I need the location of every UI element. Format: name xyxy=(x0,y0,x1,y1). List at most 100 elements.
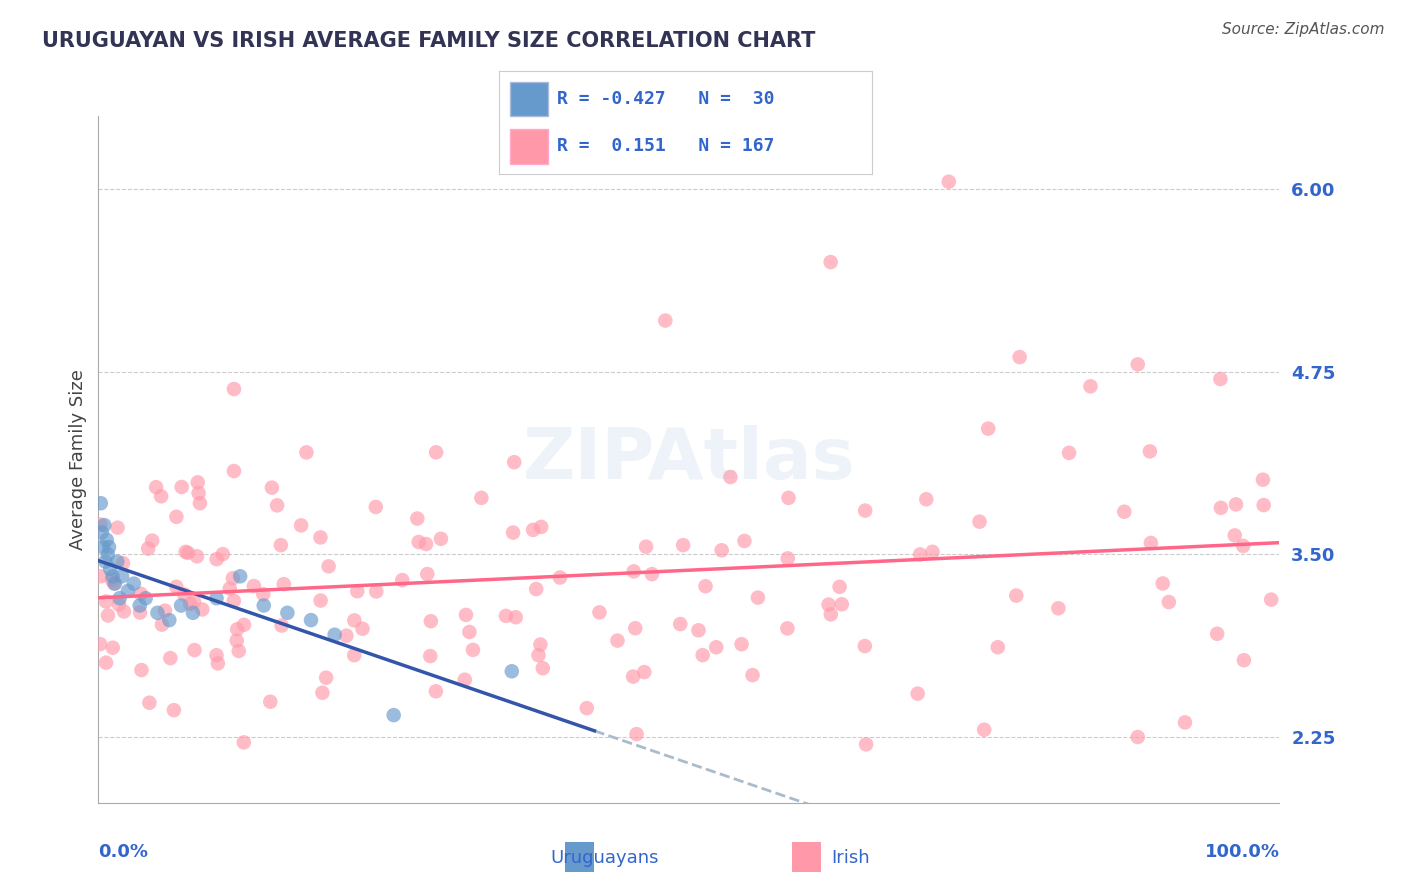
Point xyxy=(98,540,121,554)
Point xyxy=(346,584,368,599)
Point xyxy=(138,696,160,710)
Point xyxy=(820,607,842,622)
Point xyxy=(205,591,228,606)
Point xyxy=(938,175,960,189)
Point xyxy=(211,547,233,561)
Point xyxy=(233,617,256,632)
Point xyxy=(531,661,554,675)
Point xyxy=(253,599,276,613)
Point xyxy=(181,606,204,620)
Point xyxy=(131,663,153,677)
Point xyxy=(529,638,551,652)
Point xyxy=(183,595,205,609)
Point xyxy=(1157,595,1180,609)
Point xyxy=(315,671,337,685)
Point xyxy=(105,555,128,569)
Text: ZIPAtlas: ZIPAtlas xyxy=(523,425,855,494)
Point xyxy=(430,532,453,546)
Point xyxy=(1005,589,1028,603)
Point xyxy=(391,573,413,587)
Point xyxy=(505,610,527,624)
Point xyxy=(672,538,695,552)
Point xyxy=(150,489,173,503)
Text: Irish: Irish xyxy=(831,849,870,867)
Point xyxy=(366,584,388,599)
Point xyxy=(502,525,524,540)
Point xyxy=(828,580,851,594)
Point xyxy=(112,605,135,619)
Point xyxy=(91,525,114,540)
Point xyxy=(692,648,714,662)
Point xyxy=(187,475,209,490)
Y-axis label: Average Family Size: Average Family Size xyxy=(69,369,87,549)
Point xyxy=(1232,539,1254,553)
Point xyxy=(177,546,200,560)
Point xyxy=(129,606,152,620)
Point xyxy=(501,665,523,679)
Point xyxy=(93,518,115,533)
Point xyxy=(1139,444,1161,458)
Point xyxy=(270,538,292,552)
Point xyxy=(259,695,281,709)
Point xyxy=(454,673,477,687)
Point xyxy=(470,491,492,505)
Point xyxy=(222,382,245,396)
Point xyxy=(1114,505,1136,519)
Point xyxy=(921,545,943,559)
Point xyxy=(276,606,298,620)
Point xyxy=(89,517,111,532)
Point xyxy=(309,530,332,544)
Text: 100.0%: 100.0% xyxy=(1205,843,1279,861)
Point xyxy=(222,594,245,608)
Point xyxy=(1047,601,1070,615)
Point xyxy=(415,537,437,551)
Point xyxy=(606,633,628,648)
Point xyxy=(588,606,610,620)
Point xyxy=(416,567,439,582)
Point xyxy=(207,657,229,671)
Point xyxy=(633,665,655,679)
Point xyxy=(1140,536,1163,550)
Point xyxy=(820,255,842,269)
Text: Source: ZipAtlas.com: Source: ZipAtlas.com xyxy=(1222,22,1385,37)
Point xyxy=(1206,627,1229,641)
Text: 0.0%: 0.0% xyxy=(98,843,149,861)
Point xyxy=(159,651,181,665)
Point xyxy=(776,621,799,635)
Point xyxy=(1008,350,1031,364)
Point xyxy=(425,445,447,459)
Point xyxy=(260,481,283,495)
Point xyxy=(454,607,477,622)
Point xyxy=(229,569,252,583)
Point xyxy=(111,569,134,583)
Point xyxy=(855,737,877,751)
Point xyxy=(222,464,245,478)
Point xyxy=(853,503,876,517)
Point xyxy=(108,598,131,612)
Point xyxy=(295,445,318,459)
Point xyxy=(688,624,710,638)
Point xyxy=(1209,500,1232,515)
Point xyxy=(186,549,208,564)
Point xyxy=(461,643,484,657)
Point xyxy=(973,723,995,737)
Point xyxy=(98,562,121,576)
Point xyxy=(266,499,288,513)
Point xyxy=(90,569,112,583)
Point xyxy=(352,622,374,636)
Bar xyxy=(565,842,593,872)
Text: R = -0.427   N =  30: R = -0.427 N = 30 xyxy=(557,90,775,108)
Point xyxy=(503,455,526,469)
Point xyxy=(1253,498,1275,512)
Point xyxy=(710,543,733,558)
Point xyxy=(364,500,387,514)
Point xyxy=(222,571,245,585)
Point xyxy=(343,614,366,628)
Point xyxy=(621,670,644,684)
Point xyxy=(733,533,755,548)
Point xyxy=(218,582,240,596)
Point xyxy=(741,668,763,682)
Point xyxy=(252,587,274,601)
Point xyxy=(908,548,931,562)
Point xyxy=(817,598,839,612)
